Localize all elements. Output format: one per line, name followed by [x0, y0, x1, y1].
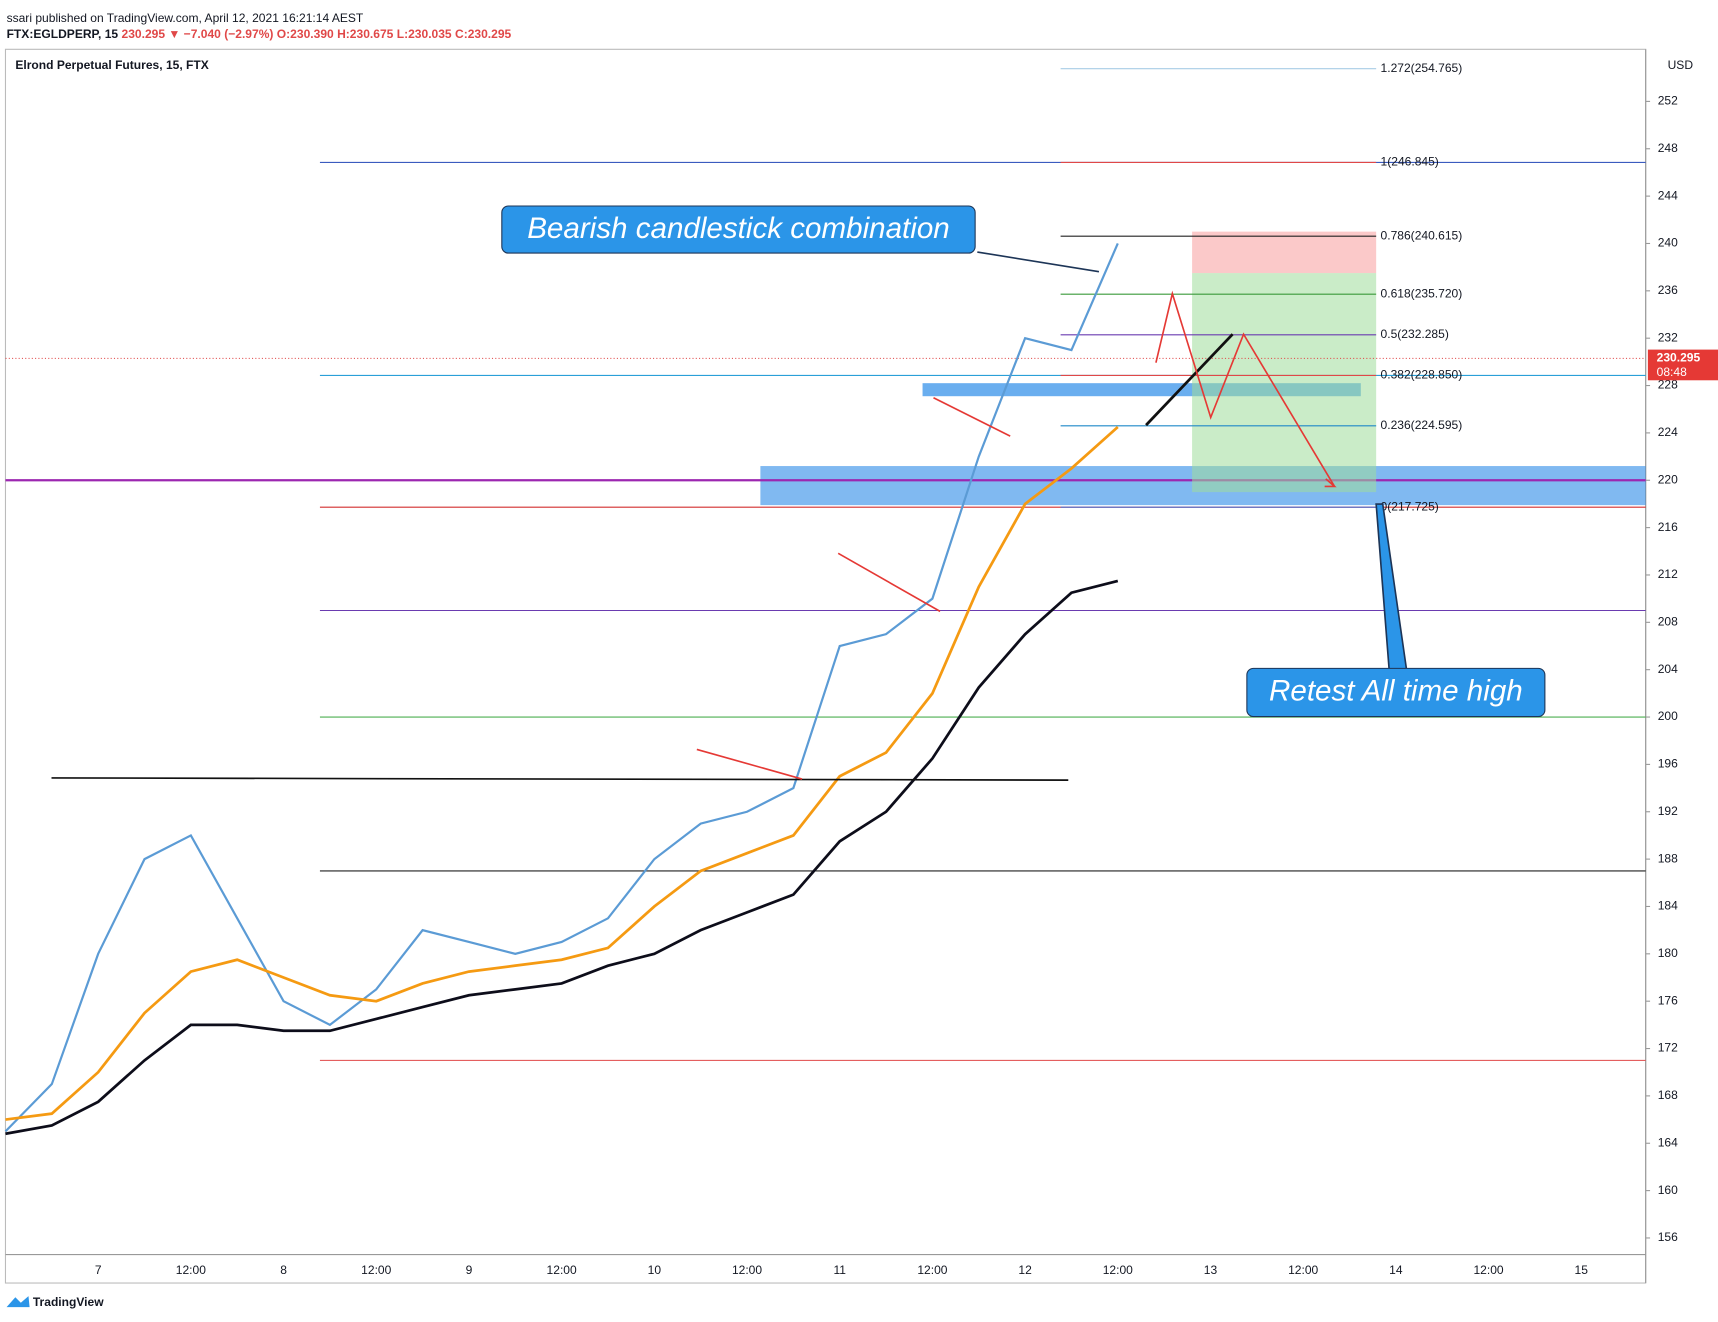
y-tick-label: 244	[1658, 188, 1678, 202]
y-tick-label: 172	[1658, 1041, 1678, 1055]
x-tick-label: 12:00	[547, 1263, 577, 1277]
x-tick-label: 7	[95, 1263, 102, 1277]
published: ssari published on TradingView.com, Apri…	[7, 11, 364, 25]
countdown: 08:48	[1657, 365, 1687, 379]
y-tick-label: 220	[1658, 472, 1678, 486]
y-tick-label: 196	[1658, 757, 1678, 771]
open: O:230.390	[277, 27, 334, 41]
y-tick-label: 252	[1658, 94, 1678, 108]
fib-label: 1.272(254.765)	[1381, 61, 1463, 75]
close: C:230.295	[455, 27, 512, 41]
y-tick-label: 204	[1658, 662, 1678, 676]
fib-label: 0.236(224.595)	[1381, 418, 1463, 432]
x-tick-label: 14	[1389, 1263, 1403, 1277]
y-tick-label: 200	[1658, 709, 1678, 723]
trend-line	[696, 748, 803, 780]
stop-zone	[1192, 231, 1377, 274]
logo	[6, 1296, 30, 1308]
y-tick-label: 240	[1658, 236, 1678, 250]
fib-label: 0.382(228.850)	[1381, 368, 1463, 382]
chart-title: Elrond Perpetual Futures, 15, FTX	[15, 58, 208, 72]
y-tick-label: 176	[1658, 993, 1678, 1007]
price-tag-label: 230.295	[1657, 351, 1701, 365]
y-tick-label: 228	[1658, 378, 1678, 392]
x-tick-label: 9	[466, 1263, 473, 1277]
projection	[1155, 290, 1336, 487]
drawings	[51, 251, 1408, 781]
callout-pointer	[1375, 503, 1408, 673]
y-tick-label: 156	[1658, 1230, 1678, 1244]
fib-label: 0.618(235.720)	[1381, 286, 1463, 300]
currency: USD	[1668, 58, 1694, 72]
x-tick-label: 12	[1018, 1263, 1032, 1277]
price-tag	[1647, 349, 1718, 381]
footer: TradingView	[33, 1295, 104, 1309]
series-line	[5, 579, 1119, 1136]
symbol: FTX:EGLDPERP, 15	[7, 27, 119, 41]
annotation: Bearish candlestick combination	[527, 212, 950, 245]
x-tick-label: 12:00	[1288, 1263, 1318, 1277]
fib-label: 1(246.845)	[1381, 155, 1439, 169]
y-tick-label: 188	[1658, 851, 1678, 865]
price: 230.295	[122, 27, 166, 41]
x-tick-label: 8	[280, 1263, 287, 1277]
y-tick-label: 168	[1658, 1088, 1678, 1102]
series-line	[4, 243, 1119, 1133]
trend-line	[1145, 333, 1234, 427]
x-tick-label: 12:00	[1103, 1263, 1133, 1277]
fib-label: 0.5(232.285)	[1381, 327, 1449, 341]
trend-line	[933, 396, 1011, 437]
arrow-head	[1324, 478, 1337, 488]
target-zone	[1192, 273, 1377, 493]
high: H:230.675	[337, 27, 394, 41]
fib-label: 0.786(240.615)	[1381, 228, 1463, 242]
annotation-box	[501, 205, 976, 254]
y-tick-label: 236	[1658, 283, 1678, 297]
symbol-line: FTX:EGLDPERP, 15 230.295 ▼ −7.040 (−2.97…	[7, 27, 512, 41]
x-tick-label: 12:00	[1473, 1263, 1503, 1277]
x-tick-label: 13	[1204, 1263, 1218, 1277]
y-tick-label: 192	[1658, 804, 1678, 818]
callout-pointer	[977, 251, 1100, 273]
y-tick-label: 184	[1658, 899, 1678, 913]
resistance-line	[51, 777, 1069, 781]
series-line	[5, 425, 1119, 1121]
annotation: Retest All time high	[1269, 674, 1523, 707]
y-tick-label: 180	[1658, 946, 1678, 960]
y-tick-label: 164	[1658, 1135, 1678, 1149]
annotation-box	[1246, 667, 1546, 718]
y-tick-label: 212	[1658, 567, 1678, 581]
x-tick-label: 12:00	[732, 1263, 762, 1277]
x-tick-label: 12:00	[361, 1263, 391, 1277]
trend-line	[837, 552, 941, 613]
y-tick-label: 160	[1658, 1183, 1678, 1197]
low: L:230.035	[397, 27, 452, 41]
x-tick-label: 12:00	[917, 1263, 947, 1277]
y-tick-label: 248	[1658, 141, 1678, 155]
fib-label: 0(217.725)	[1381, 499, 1439, 513]
x-tick-label: 15	[1575, 1263, 1589, 1277]
y-tick-label: 208	[1658, 615, 1678, 629]
x-tick-label: 12:00	[176, 1263, 206, 1277]
y-tick-label: 216	[1658, 520, 1678, 534]
y-tick-label: 224	[1658, 425, 1678, 439]
change: ▼ −7.040 (−2.97%)	[168, 27, 273, 41]
x-tick-label: 11	[833, 1263, 846, 1277]
x-tick-label: 10	[648, 1263, 662, 1277]
y-tick-label: 232	[1658, 330, 1678, 344]
